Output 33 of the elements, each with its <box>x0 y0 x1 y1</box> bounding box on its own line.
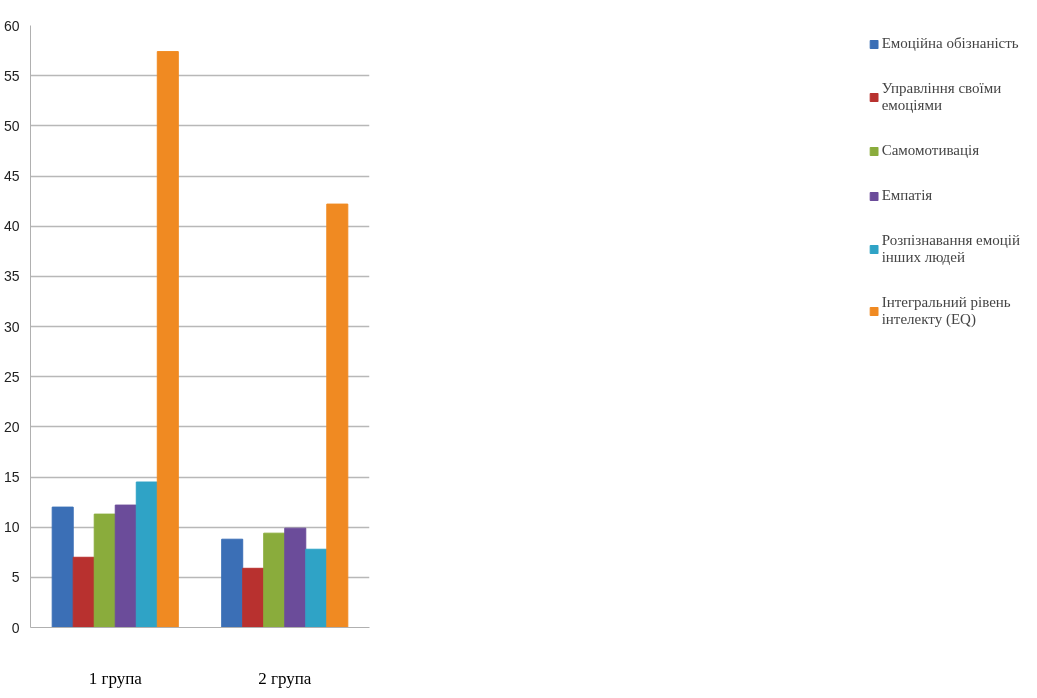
bar <box>93 513 116 628</box>
y-tick-label: 15 <box>3 469 20 485</box>
bar <box>156 51 179 628</box>
y-tick-label: 10 <box>3 519 20 536</box>
y-tick-label: 55 <box>3 67 20 84</box>
x-tick-label: 1 група <box>88 668 143 688</box>
y-tick-label: 45 <box>3 168 20 184</box>
bar <box>242 567 265 628</box>
bar <box>305 548 328 628</box>
y-tick-label: 50 <box>3 117 20 134</box>
legend-label: Самомотивація <box>881 142 980 159</box>
y-tick-label: 30 <box>3 318 20 335</box>
bar <box>221 538 244 628</box>
legend-label: Емпатія <box>881 187 933 204</box>
x-tick-label: 2 група <box>258 668 312 688</box>
y-tick-label: 20 <box>3 418 20 435</box>
bar <box>72 556 95 628</box>
bar <box>326 203 349 628</box>
y-tick-label: 35 <box>3 268 20 285</box>
legend-label: Емоційна обізнаність <box>881 35 1019 52</box>
legend-label: Інтегральний рівень інтелекту (EQ) <box>881 294 1011 328</box>
bar <box>263 532 286 628</box>
bar <box>135 481 158 628</box>
bar <box>284 527 307 628</box>
y-tick-label: 0 <box>11 619 20 636</box>
y-tick-label: 60 <box>3 17 20 34</box>
legend-label: Розпізнавання емоцій інших людей <box>881 232 1020 266</box>
y-tick-label: 5 <box>11 569 20 586</box>
y-tick-label: 25 <box>3 368 20 385</box>
legend-label: Управління своїми емоціями <box>881 80 1002 114</box>
bar <box>114 504 137 628</box>
bar <box>51 506 74 628</box>
y-tick-label: 40 <box>3 218 20 235</box>
